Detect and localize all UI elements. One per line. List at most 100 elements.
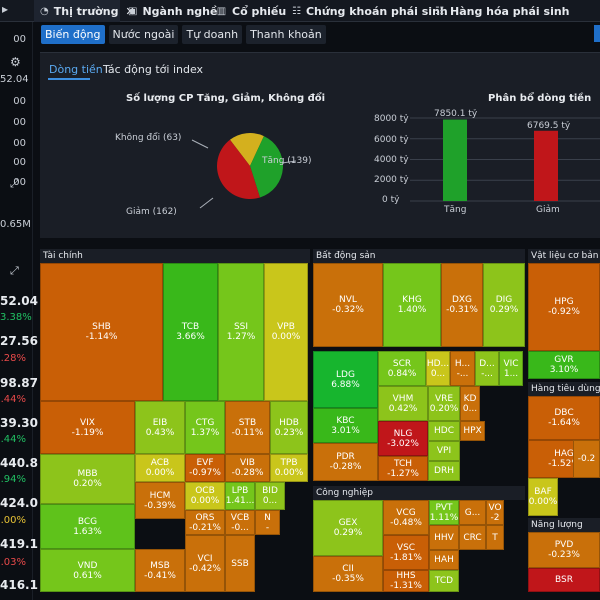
bar-tang[interactable] [443,119,467,201]
treemap-tile-vsc[interactable]: VSC -1.81% [383,535,429,570]
treemap-tile-d[interactable]: D... -... [475,351,499,386]
treemap-tile-ocb[interactable]: OCB 0.00% [185,482,225,510]
treemap-tile-vic[interactable]: VIC 1... [499,351,523,386]
treemap-tile-lpb[interactable]: LPB 1.41... [225,482,255,510]
treemap-tile-crc[interactable]: CRC [459,525,486,550]
treemap-tile-nlg[interactable]: NLG -3.02% [378,421,428,456]
treemap-tile-khg[interactable]: KHG 1.40% [383,263,441,347]
tile-change: -0.31% [446,305,478,315]
close-icon[interactable]: ✕ [125,4,135,18]
treemap-tile-dxg[interactable]: DXG -0.31% [441,263,483,347]
treemap-tile-bcg[interactable]: BCG 1.63% [40,504,135,549]
treemap-tile-vre[interactable]: VRE 0.20% [428,386,460,421]
treemap-tile-vnd[interactable]: VND 0.61% [40,549,135,592]
sector-header-vat-lieu[interactable]: Vật liệu cơ bản [528,249,600,263]
treemap-tile-tch[interactable]: TCH -1.27% [378,456,428,481]
treemap-tile-pvt[interactable]: PVT 1.11% [429,500,459,525]
sector-header-bat-dong-san[interactable]: Bất động sản [313,249,525,263]
tab-thi-truong[interactable]: ◔ Thị trường ✕ [34,0,135,22]
treemap-tile-hcm[interactable]: HCM -0.39% [135,482,185,519]
treemap-tile-stb[interactable]: STB -0.11% [225,401,270,454]
subtab-nuoc-ngoai[interactable]: Nước ngoài [108,24,179,44]
tab-hang-hoa-phai-sinh[interactable]: ☷ Hàng hóa phái sinh [432,0,572,22]
expand-icon-2[interactable]: ⤢ [10,264,19,277]
treemap-tile-n[interactable]: N- [255,510,280,535]
treemap-tile-02[interactable]: -0.2 [573,440,600,478]
treemap-tile-evf[interactable]: EVF -0.97% [185,454,225,482]
active-tab-indicator [48,78,90,80]
treemap-tile-g[interactable]: G... [459,500,486,525]
tile-ticker: TCD [434,576,454,586]
treemap-tile-shb[interactable]: SHB -1.14% [40,263,163,401]
tab-chung-khoan-phai-sinh[interactable]: ☷ Chứng khoán phái sinh [290,0,448,22]
treemap-tile-mbb[interactable]: MBB 0.20% [40,454,135,504]
treemap-tile-vpi[interactable]: VPI [428,441,460,461]
treemap-tile-vcg[interactable]: VCG -0.48% [383,500,429,535]
treemap-tile-vci[interactable]: VCI -0.42% [185,535,225,592]
treemap-tile-tcd[interactable]: TCD [429,570,459,592]
treemap-tile-acb[interactable]: ACB 0.00% [135,454,185,482]
treemap-tile-drh[interactable]: DRH [428,461,460,481]
treemap-tile-pdr[interactable]: PDR -0.28% [313,443,378,481]
treemap-tile-gvr[interactable]: GVR 3.10% [528,351,600,379]
pie-slice-tang[interactable] [250,136,283,198]
panel-tab-tac-dong[interactable]: Tác động tới index [103,63,204,76]
treemap-tile-dbc[interactable]: DBC -1.64% [528,396,600,440]
treemap-tile-bsr[interactable]: BSR [528,568,600,592]
treemap-tile-hd[interactable]: HD... 0... [426,351,450,386]
treemap-tile-ors[interactable]: ORS -0.21% [185,510,225,535]
treemap-tile-vib[interactable]: VIB -0.28% [225,454,270,482]
treemap-tile-msb[interactable]: MSB -0.41% [135,549,185,592]
treemap-tile-h[interactable]: H... -... [450,351,475,386]
tile-ticker: VCB [230,512,250,523]
treemap-tile-tpb[interactable]: TPB 0.00% [270,454,308,482]
treemap-tile-cii[interactable]: CII -0.35% [313,556,383,592]
treemap-tile-baf[interactable]: BAF 0.00% [528,478,558,516]
sector-header-nang-luong[interactable]: Năng lượng [528,518,600,532]
treemap-tile-ssi[interactable]: SSI 1.27% [218,263,264,401]
treemap-tile-kbc[interactable]: KBC 3.01% [313,408,378,443]
treemap-tile-kd[interactable]: KD 0... [460,386,480,421]
treemap-tile-scr[interactable]: SCR 0.84% [378,351,426,386]
tile-ticker: BAF [534,487,552,497]
subtab-tu-doanh[interactable]: Tự doanh [182,24,243,44]
treemap-tile-nvl[interactable]: NVL -0.32% [313,263,383,347]
treemap-tile-hdb[interactable]: HDB 0.23% [270,401,308,454]
treemap-tile-dig[interactable]: DIG 0.29% [483,263,525,347]
treemap-tile-ctg[interactable]: CTG 1.37% [185,401,225,454]
treemap-tile-gex[interactable]: GEX 0.29% [313,500,383,556]
treemap-tile-vcb[interactable]: VCB -0... [225,510,255,535]
treemap-tile-vix[interactable]: VIX -1.19% [40,401,135,454]
pie-slice-khong-doi[interactable] [229,133,264,166]
bar-giam[interactable] [534,130,558,201]
treemap-tile-bid[interactable]: BID 0... [255,482,285,510]
menu-icon[interactable]: ▸ [2,2,9,16]
treemap-tile-ldg[interactable]: LDG 6.88% [313,351,378,408]
treemap-tile-t[interactable]: T [486,525,504,550]
treemap-tile-vo[interactable]: VO -2 [486,500,504,525]
treemap-tile-vpb[interactable]: VPB 0.00% [264,263,308,401]
treemap-tile-hpg[interactable]: HPG -0.92% [528,263,600,351]
tab-nganh-nghe[interactable]: ▣ Ngành nghề [124,0,217,22]
expand-icon[interactable]: ⤢ [10,177,19,190]
gear-icon[interactable]: ⚙ [10,55,21,69]
treemap-tile-ssb[interactable]: SSB [225,535,255,592]
treemap-tile-pvd[interactable]: PVD -0.23% [528,532,600,568]
action-button[interactable] [594,25,600,42]
treemap-tile-hah[interactable]: HAH [429,550,459,570]
sector-header-hang-tieu-dung[interactable]: Hàng tiêu dùng c... [528,382,600,396]
subtab-thanh-khoan[interactable]: Thanh khoản [246,24,326,44]
treemap-tile-tcb[interactable]: TCB 3.66% [163,263,218,401]
subtab-bien-dong[interactable]: Biến động [41,24,105,44]
treemap-tile-hhv[interactable]: HHV [429,525,459,550]
tab-co-phieu[interactable]: ▥ Cổ phiếu [214,0,294,22]
treemap-tile-hhs[interactable]: HHS -1.31% [383,570,429,592]
treemap-tile-hpx[interactable]: HPX [460,421,485,441]
panel-tab-dong-tien[interactable]: Dòng tiền [49,63,103,76]
treemap-tile-hdc[interactable]: HDC [428,421,460,441]
treemap-tile-eib[interactable]: EIB 0.43% [135,401,185,454]
sector-header-cong-nghiep[interactable]: Công nghiệp [313,486,525,500]
pie-slice-giam[interactable] [217,139,260,199]
treemap-tile-vhm[interactable]: VHM 0.42% [378,386,428,421]
sector-header-tai-chinh[interactable]: Tài chính [40,249,310,263]
